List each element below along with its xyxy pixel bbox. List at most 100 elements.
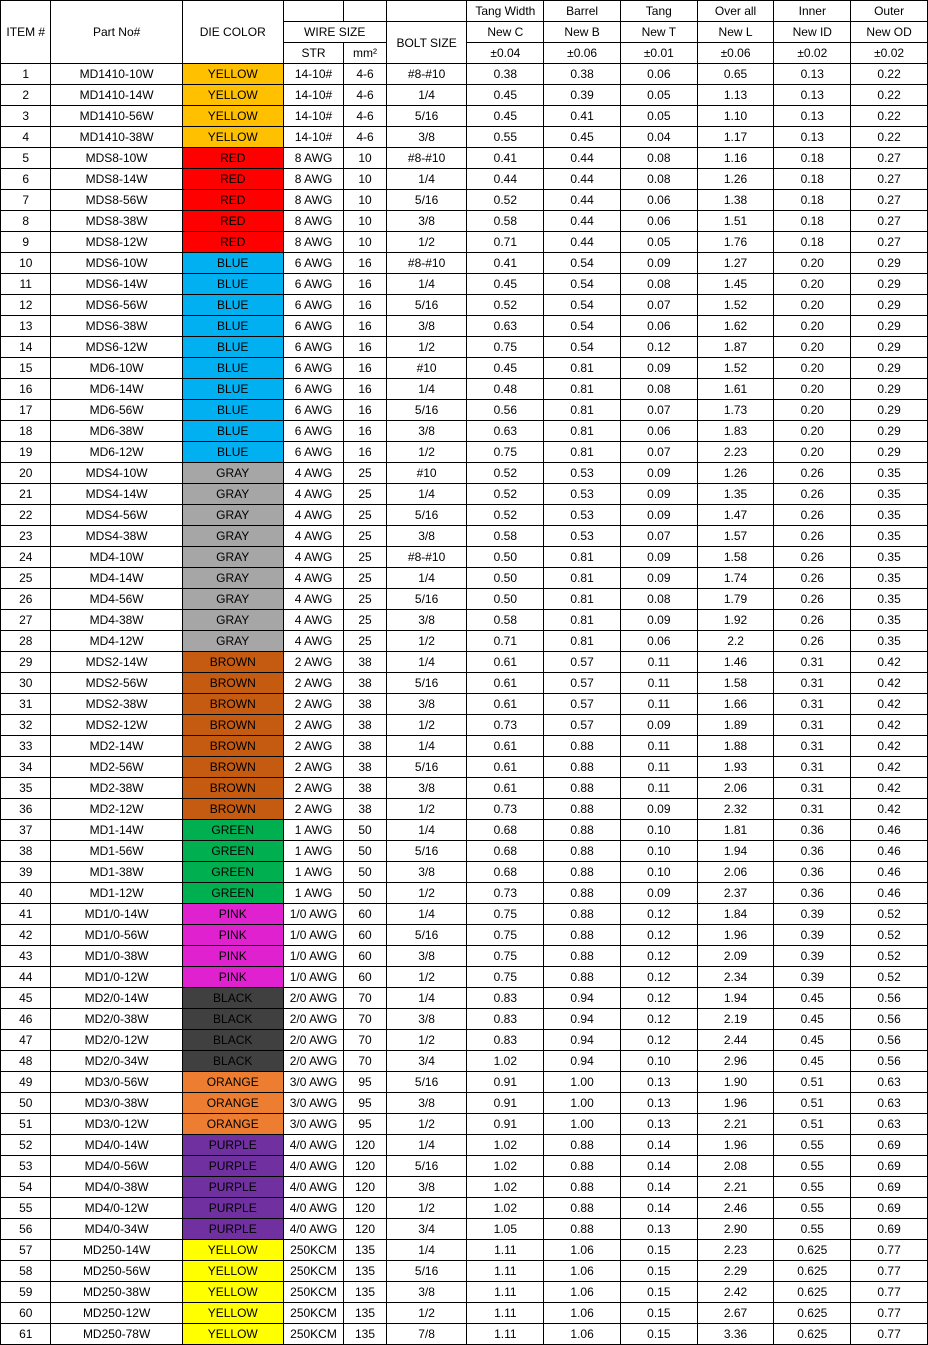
cell-c: 0.75 — [467, 946, 544, 967]
cell-mm2: 120 — [344, 1135, 386, 1156]
cell-c: 0.83 — [467, 988, 544, 1009]
table-row: 7MDS8-56WRED8 AWG105/160.520.440.061.380… — [1, 190, 928, 211]
cell-bolt: 5/16 — [386, 1156, 467, 1177]
cell-od: 0.29 — [851, 295, 928, 316]
cell-od: 0.56 — [851, 988, 928, 1009]
cell-od: 0.77 — [851, 1261, 928, 1282]
cell-item: 31 — [1, 694, 51, 715]
cell-b: 0.88 — [544, 841, 621, 862]
cell-b: 0.54 — [544, 253, 621, 274]
cell-b: 1.00 — [544, 1114, 621, 1135]
cell-mm2: 95 — [344, 1093, 386, 1114]
cell-t: 0.05 — [620, 106, 697, 127]
cell-part: MDS4-56W — [51, 505, 182, 526]
cell-die: BLUE — [182, 442, 283, 463]
cell-bolt: 1/4 — [386, 484, 467, 505]
cell-part: MD2/0-38W — [51, 1009, 182, 1030]
cell-t: 0.14 — [620, 1135, 697, 1156]
cell-part: MD4/0-56W — [51, 1156, 182, 1177]
cell-str: 1 AWG — [283, 820, 344, 841]
cell-bolt: 3/8 — [386, 526, 467, 547]
cell-t: 0.09 — [620, 463, 697, 484]
cell-mm2: 25 — [344, 568, 386, 589]
table-row: 56MD4/0-34WPURPLE4/0 AWG1203/41.050.880.… — [1, 1219, 928, 1240]
cell-mm2: 38 — [344, 694, 386, 715]
cell-part: MD4/0-34W — [51, 1219, 182, 1240]
cell-str: 4 AWG — [283, 526, 344, 547]
cell-mm2: 25 — [344, 505, 386, 526]
col-wire: WIRE SIZE — [283, 22, 386, 43]
cell-bolt: 1/4 — [386, 1135, 467, 1156]
cell-bolt: 3/8 — [386, 946, 467, 967]
cell-die: BLACK — [182, 1030, 283, 1051]
cell-t: 0.11 — [620, 673, 697, 694]
cell-od: 0.42 — [851, 715, 928, 736]
cell-str: 4 AWG — [283, 505, 344, 526]
cell-t: 0.12 — [620, 925, 697, 946]
cell-item: 22 — [1, 505, 51, 526]
table-row: 59MD250-38WYELLOW250KCM1353/81.111.060.1… — [1, 1282, 928, 1303]
cell-id: 0.20 — [774, 274, 851, 295]
cell-id: 0.26 — [774, 463, 851, 484]
table-row: 23MDS4-38WGRAY4 AWG253/80.580.530.071.57… — [1, 526, 928, 547]
cell-mm2: 120 — [344, 1219, 386, 1240]
cell-l: 2.21 — [697, 1114, 774, 1135]
cell-str: 6 AWG — [283, 358, 344, 379]
cell-l: 2.34 — [697, 967, 774, 988]
cell-part: MD1-14W — [51, 820, 182, 841]
cell-t: 0.07 — [620, 526, 697, 547]
cell-item: 36 — [1, 799, 51, 820]
cell-die: BLACK — [182, 988, 283, 1009]
cell-id: 0.20 — [774, 379, 851, 400]
cell-str: 2 AWG — [283, 757, 344, 778]
cell-od: 0.63 — [851, 1114, 928, 1135]
cell-item: 17 — [1, 400, 51, 421]
cell-item: 28 — [1, 631, 51, 652]
cell-id: 0.39 — [774, 967, 851, 988]
cell-part: MD1-12W — [51, 883, 182, 904]
cell-b: 0.81 — [544, 358, 621, 379]
cell-od: 0.46 — [851, 883, 928, 904]
cell-bolt: 5/16 — [386, 757, 467, 778]
cell-od: 0.42 — [851, 673, 928, 694]
cell-part: MD1410-38W — [51, 127, 182, 148]
cell-str: 6 AWG — [283, 295, 344, 316]
cell-l: 1.46 — [697, 652, 774, 673]
table-row: 32MDS2-12WBROWN2 AWG381/20.730.570.091.8… — [1, 715, 928, 736]
table-row: 38MD1-56WGREEN1 AWG505/160.680.880.101.9… — [1, 841, 928, 862]
cell-id: 0.51 — [774, 1072, 851, 1093]
table-row: 35MD2-38WBROWN2 AWG383/80.610.880.112.06… — [1, 778, 928, 799]
cell-part: MDS8-10W — [51, 148, 182, 169]
cell-bolt: 1/2 — [386, 967, 467, 988]
cell-b: 0.94 — [544, 1030, 621, 1051]
cell-b: 1.06 — [544, 1282, 621, 1303]
cell-id: 0.26 — [774, 484, 851, 505]
cell-b: 0.88 — [544, 799, 621, 820]
cell-mm2: 50 — [344, 883, 386, 904]
cell-item: 50 — [1, 1093, 51, 1114]
table-row: 49MD3/0-56WORANGE3/0 AWG955/160.911.000.… — [1, 1072, 928, 1093]
cell-id: 0.36 — [774, 862, 851, 883]
cell-t: 0.14 — [620, 1177, 697, 1198]
cell-od: 0.27 — [851, 190, 928, 211]
table-row: 17MD6-56WBLUE6 AWG165/160.560.810.071.73… — [1, 400, 928, 421]
table-row: 3MD1410-56WYELLOW14-10#4-65/160.450.410.… — [1, 106, 928, 127]
cell-item: 15 — [1, 358, 51, 379]
cell-item: 34 — [1, 757, 51, 778]
cell-part: MD250-38W — [51, 1282, 182, 1303]
cell-item: 42 — [1, 925, 51, 946]
cell-str: 14-10# — [283, 64, 344, 85]
cell-mm2: 38 — [344, 715, 386, 736]
cell-str: 14-10# — [283, 106, 344, 127]
table-row: 25MD4-14WGRAY4 AWG251/40.500.810.091.740… — [1, 568, 928, 589]
cell-bolt: 1/4 — [386, 988, 467, 1009]
cell-die: PURPLE — [182, 1135, 283, 1156]
cell-die: BROWN — [182, 652, 283, 673]
cell-die: YELLOW — [182, 127, 283, 148]
cell-part: MD4/0-38W — [51, 1177, 182, 1198]
cell-c: 0.75 — [467, 337, 544, 358]
cell-item: 40 — [1, 883, 51, 904]
cell-b: 0.88 — [544, 967, 621, 988]
cell-bolt: 3/8 — [386, 211, 467, 232]
cell-str: 1 AWG — [283, 883, 344, 904]
